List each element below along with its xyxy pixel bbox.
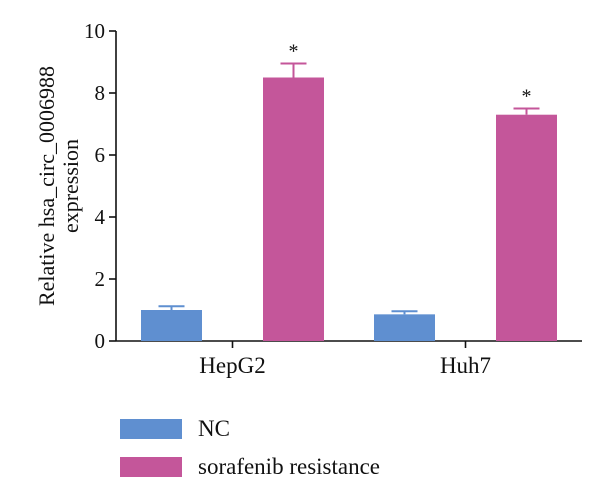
bars: **	[141, 41, 557, 341]
x-tick-label-hepg2: HepG2	[199, 353, 265, 378]
y-axis-label: Relative hsa_circ_0006988 expression	[34, 66, 83, 306]
significance-marker: *	[289, 41, 299, 63]
y-ticks: 0 2 4 6 8 10	[84, 19, 116, 353]
legend-label-nc: NC	[198, 416, 230, 441]
y-tick-label: 0	[95, 329, 106, 353]
y-axis-label-line-2: expression	[58, 139, 83, 233]
legend-item-nc: NC	[120, 410, 380, 448]
y-axis-label-line-1: Relative hsa_circ_0006988	[34, 66, 59, 306]
x-ticks: HepG2 Huh7	[199, 341, 491, 378]
y-tick-label: 4	[95, 205, 106, 229]
y-tick-label: 10	[84, 19, 105, 43]
x-tick-label-huh7: Huh7	[440, 353, 491, 378]
y-tick-label: 6	[95, 143, 106, 167]
y-tick-label: 8	[95, 81, 106, 105]
legend-item-sorafenib-resistance: sorafenib resistance	[120, 448, 380, 486]
significance-marker: *	[522, 86, 532, 108]
bar-hepg2-nc	[141, 310, 202, 341]
bar-huh7-nc	[374, 314, 435, 341]
y-tick-label: 2	[95, 267, 106, 291]
bar-hepg2-sorafenib-resistance	[263, 77, 324, 341]
legend: NC sorafenib resistance	[120, 410, 380, 486]
legend-swatch-nc	[120, 419, 182, 439]
bar-huh7-sorafenib-resistance	[496, 114, 557, 341]
legend-label-sorafenib-resistance: sorafenib resistance	[198, 454, 381, 479]
legend-swatch-sorafenib-resistance	[120, 457, 182, 477]
